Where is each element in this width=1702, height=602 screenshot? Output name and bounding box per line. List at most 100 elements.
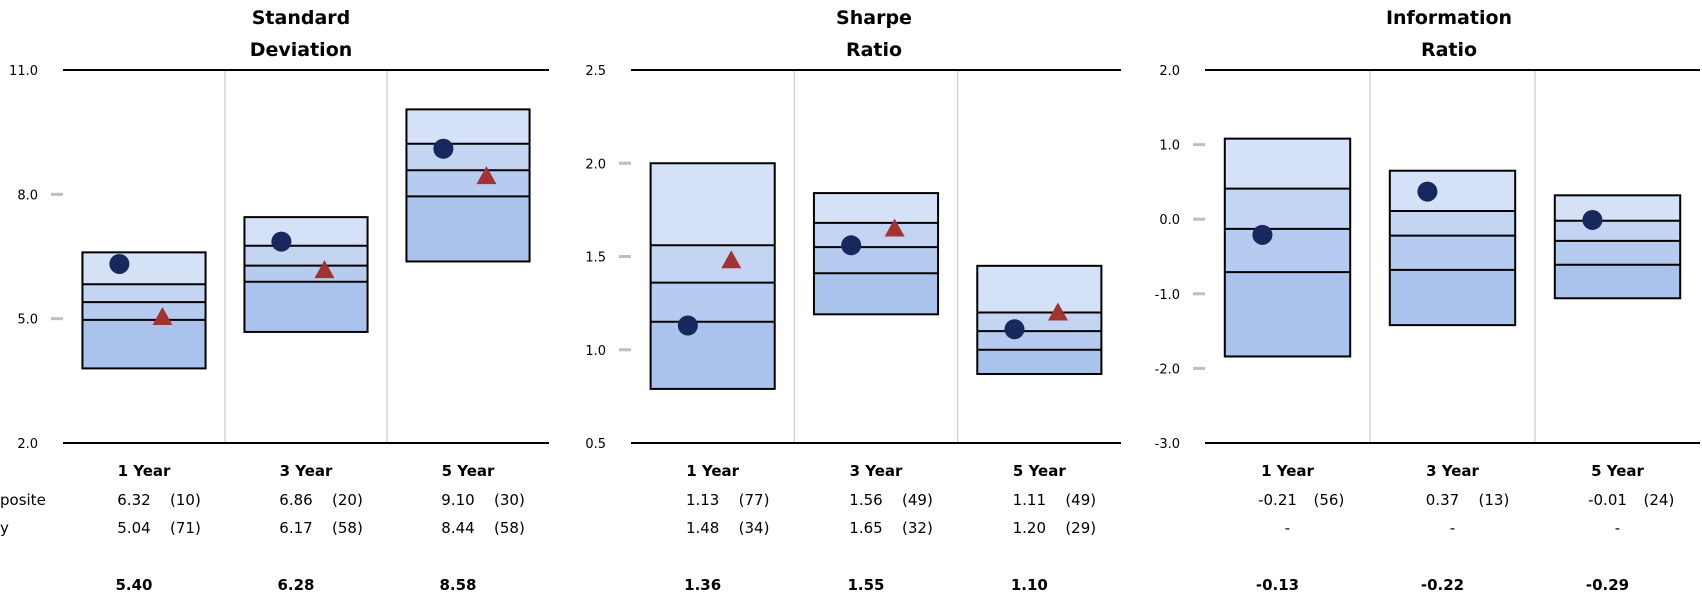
band-5-25 [1224,138,1351,189]
median-value: -0.29 [1586,576,1629,594]
composite-value: -0.21 [1258,491,1297,509]
index-value: 1.48 [686,519,719,537]
box-outline [1223,137,1352,358]
band-75-95 [244,281,368,332]
index-rank: (58) [332,519,363,537]
chart-panel-3: Information Ratio -3.0 -2.0 -1.0 0.0 1.0 2.0 1 Y… [1155,7,1700,594]
band-5-25 [1554,195,1681,221]
index-value: - [1450,519,1455,537]
chart-title-line: Standard [252,7,351,29]
period-label: 1 Year [1261,462,1314,480]
composite-value: 6.86 [279,491,312,509]
band-25-median [1224,188,1351,229]
band-25-median [1389,210,1516,236]
band-75-95 [82,319,206,369]
chart-panel-2: Sharpe Ratio 0.5 1.0 1.5 2.0 2.5 1 Year 1.13 (77)… [585,7,1121,594]
index-value: 6.17 [279,519,312,537]
index-value: 1.65 [849,519,882,537]
composite-rank: (24) [1644,491,1675,509]
composite-rank: (20) [332,491,363,509]
chart-title-line: Ratio [1421,39,1477,61]
composite-marker [677,315,698,336]
band-5-25 [813,193,939,223]
period-label: 5 Year [1013,462,1066,480]
band-25-median [406,143,530,171]
composite-marker [841,235,862,256]
median-value: 8.58 [439,576,476,594]
chart-title-line: Sharpe [836,7,912,29]
composite-marker [1582,209,1603,230]
band-median-75 [813,247,939,274]
composite-rank: (49) [902,491,933,509]
band-median-75 [1554,240,1681,265]
y-tick-label: 0.5 [585,437,606,452]
band-5-25 [977,265,1102,313]
box-outline [405,108,531,263]
box-outline [243,216,369,333]
chart-title-line: Deviation [250,39,353,61]
composite-rank: (13) [1479,491,1510,509]
y-tick-label: -2.0 [1155,362,1180,377]
band-75-95 [977,349,1102,374]
band-5-25 [244,217,368,246]
index-value: 1.20 [1013,519,1046,537]
index-marker [721,250,742,269]
band-25-median [244,245,368,266]
index-value: 5.04 [117,519,150,537]
index-marker [1047,302,1068,321]
period-label: 5 Year [1591,462,1644,480]
y-tick-label: 2.5 [585,64,606,79]
box-outline [812,192,940,316]
median-value: 1.10 [1011,576,1048,594]
composite-marker [1004,319,1025,340]
composite-marker [109,253,130,274]
index-row-label: y [0,519,9,537]
band-75-95 [1389,269,1516,326]
band-5-25 [1389,170,1516,211]
composite-value: 1.56 [849,491,882,509]
y-tick-label: 1.5 [585,251,606,266]
band-median-75 [244,265,368,282]
band-5-25 [406,109,530,144]
composite-value: 1.13 [686,491,719,509]
index-value: - [1285,519,1290,537]
composite-rank: (30) [494,491,525,509]
y-tick-label: 11.0 [9,64,38,79]
band-75-95 [406,196,530,262]
band-25-median [1554,220,1681,241]
y-tick-label: 2.0 [17,437,38,452]
chart-panel-1: Standard Deviation 2.0 5.0 8.0 11.0 1 Year 6.32… [9,7,549,594]
period-label: 3 Year [1426,462,1479,480]
band-5-25 [650,163,775,246]
band-median-75 [650,282,775,322]
band-75-95 [1554,264,1681,299]
median-value: -0.13 [1256,576,1299,594]
band-25-median [82,284,206,303]
composite-rank: (10) [170,491,201,509]
index-rank: (58) [494,519,525,537]
y-tick-label: 1.0 [585,344,606,359]
composite-value: 0.37 [1426,491,1459,509]
median-value: 1.55 [847,576,884,594]
composite-value: 9.10 [441,491,474,509]
index-rank: (32) [902,519,933,537]
median-value: 1.36 [684,576,721,594]
index-value: 8.44 [441,519,474,537]
composite-value: 6.32 [117,491,150,509]
band-25-median [650,245,775,283]
median-value: 5.40 [115,576,152,594]
band-median-75 [977,331,1102,350]
composite-marker [433,138,454,159]
y-tick-label: 2.0 [585,157,606,172]
box-outline [976,264,1103,375]
y-tick-label: 8.0 [17,188,38,203]
y-tick-label: 1.0 [1159,139,1180,154]
index-rank: (29) [1065,519,1096,537]
box-outline [81,251,207,370]
composite-marker [1417,181,1438,202]
y-tick-label: -1.0 [1155,288,1180,303]
band-75-95 [813,273,939,315]
band-median-75 [406,170,530,197]
composite-rank: (77) [739,491,770,509]
